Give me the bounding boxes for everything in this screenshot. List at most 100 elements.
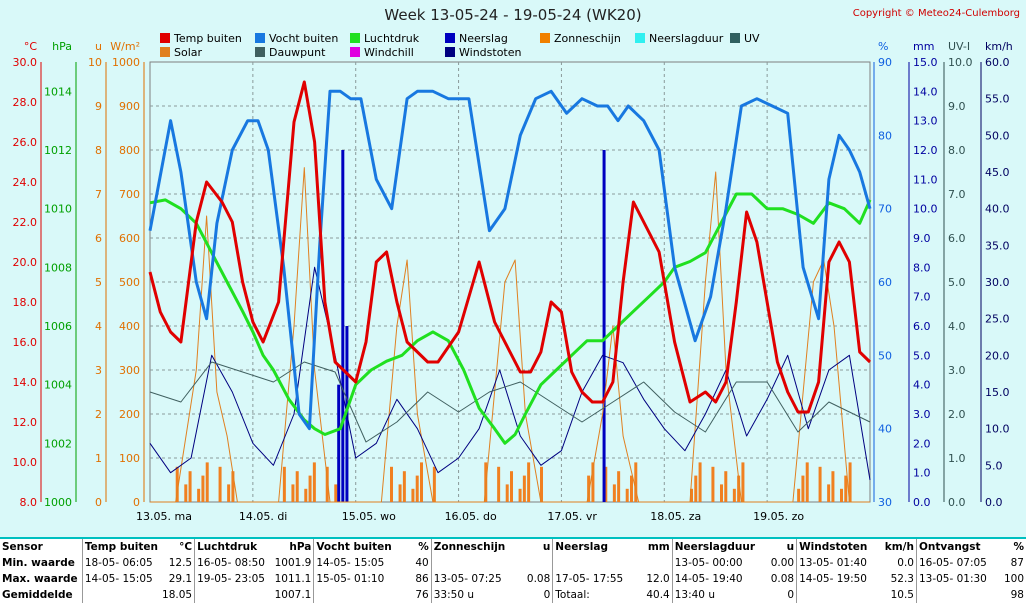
- axis-tick-left: 400: [119, 320, 140, 333]
- axis-tick-left: 1000: [112, 56, 140, 69]
- axis-tick-right: 0.0: [985, 496, 1003, 509]
- statistics-table: Sensor Temp buiten °C Luchtdruk hPa Voch…: [0, 539, 1026, 603]
- stats-cell: 0.08: [770, 573, 795, 585]
- axis-tick-left: 300: [119, 364, 140, 377]
- axis-tick-right: 30: [878, 496, 892, 509]
- sunshine-bar: [848, 462, 852, 502]
- sunshine-bar: [188, 471, 192, 502]
- stats-cell: [313, 587, 399, 603]
- axis-tick-right: 0.0: [913, 496, 931, 509]
- stats-cell: 18-05- 06:05: [81, 555, 161, 571]
- sunshine-bar: [510, 471, 513, 502]
- axis-tick-left: 200: [119, 408, 140, 421]
- stats-cell: 13-05- 01:40: [796, 555, 881, 571]
- axis-tick-left: 7: [95, 188, 102, 201]
- legend-label: Vocht buiten: [269, 32, 338, 45]
- axis-tick-right: 90: [878, 56, 892, 69]
- axis-tick-right: 40: [878, 423, 892, 436]
- chart-legend: Temp buiten Vocht buiten Luchtdruk Neerslag…: [160, 32, 760, 59]
- legend-label: Luchtdruk: [364, 32, 420, 45]
- axis-title-right: UV-I: [948, 40, 970, 53]
- axis-tick-right: 3.0: [913, 408, 931, 421]
- axis-tick-left: 12.0: [13, 416, 38, 429]
- axis-tick-left: 16.0: [13, 336, 38, 349]
- sunshine-bar: [312, 462, 316, 502]
- stats-unit-zon: u: [542, 541, 551, 553]
- sunshine-bar: [334, 484, 338, 502]
- axis-tick-left: 1012: [44, 144, 72, 157]
- sunshine-bar: [844, 475, 848, 502]
- stats-cell: [430, 555, 514, 571]
- axis-tick-left: 24.0: [13, 176, 38, 189]
- sunshine-bar: [625, 488, 629, 502]
- stats-unit-windstoten: km/h: [884, 541, 914, 553]
- axis-tick-left: 1008: [44, 261, 72, 274]
- stats-cell: 40.4: [646, 589, 670, 601]
- axis-tick-right: 20.0: [985, 349, 1010, 362]
- axis-tick-right: 2.0: [913, 437, 931, 450]
- axis-tick-right: 11.0: [913, 173, 938, 186]
- axis-tick-left: 900: [119, 100, 140, 113]
- axis-tick-right: 7.0: [913, 291, 931, 304]
- stats-cell: 15-05- 01:10: [313, 571, 399, 587]
- chart-grid: [150, 62, 870, 502]
- sunshine-bar: [227, 484, 231, 502]
- axis-tick-left: 0: [133, 496, 140, 509]
- stats-cell: 1001.9: [274, 557, 312, 569]
- legend-label: Neerslagduur: [649, 32, 724, 45]
- axis-title-left: W/m²: [110, 40, 140, 53]
- legend-label: Neerslag: [459, 32, 508, 45]
- axis-tick-left: 800: [119, 144, 140, 157]
- axis-tick-left: 9: [95, 100, 102, 113]
- sunshine-bar: [805, 462, 809, 502]
- axis-tick-left: 1014: [44, 85, 72, 98]
- axis-tick-left: 100: [119, 452, 140, 465]
- legend-swatch: [445, 47, 455, 57]
- axis-tick-left: 1004: [44, 379, 72, 392]
- axis-tick-right: 2.0: [948, 408, 966, 421]
- rain-bar: [337, 384, 341, 502]
- axis-title-left: u: [95, 40, 102, 53]
- legend-label: Dauwpunt: [269, 46, 326, 59]
- stats-cell: 14-05- 15:05: [81, 571, 161, 587]
- sunshine-bar: [831, 471, 835, 502]
- axis-tick-left: 8: [95, 144, 102, 157]
- stats-cell: 0.00: [770, 557, 795, 569]
- axis-tick-right: 60.0: [985, 56, 1010, 69]
- stats-cell: 13:40 u: [671, 587, 758, 603]
- stats-cell: 40: [415, 557, 429, 569]
- axis-tick-left: 600: [119, 232, 140, 245]
- axis-tick-right: 12.0: [913, 144, 938, 157]
- axis-tick-right: 5.0: [913, 349, 931, 362]
- axis-tick-right: 4.0: [913, 379, 931, 392]
- series-line-temp-buiten: [148, 80, 872, 414]
- stats-head-neerslagduur: Neerslagduur: [671, 539, 758, 555]
- stats-cell: 14-05- 19:40: [671, 571, 758, 587]
- legend-swatch: [730, 33, 740, 43]
- stats-unit-luchtdruk: hPa: [289, 541, 312, 553]
- sunshine-bar: [325, 466, 329, 502]
- x-axis-label: 16.05. do: [445, 510, 497, 523]
- x-axis-label: 15.05. wo: [342, 510, 396, 523]
- sunshine-bar: [720, 484, 723, 502]
- sunshine-bar: [402, 471, 406, 502]
- sunshine-bar: [827, 484, 831, 502]
- stats-cell: 12.0: [646, 573, 670, 585]
- axis-tick-left: 500: [119, 276, 140, 289]
- axis-tick-left: 3: [95, 364, 102, 377]
- axis-tick-right: 1.0: [948, 452, 966, 465]
- legend-label: Solar: [174, 46, 203, 59]
- sunshine-bar: [205, 462, 209, 502]
- sunshine-bar: [231, 471, 235, 502]
- axis-tick-right: 45.0: [985, 166, 1010, 179]
- x-axis-label: 19.05. zo: [753, 510, 804, 523]
- stats-cell: 16-05- 07:05: [915, 555, 999, 571]
- axis-tick-left: 1006: [44, 320, 72, 333]
- legend-swatch: [255, 47, 265, 57]
- copyright-text: Copyright © Meteo24-Culemborg: [853, 8, 1020, 19]
- stats-head-zon: Zonneschijn: [430, 539, 514, 555]
- legend-label: Windchill: [364, 46, 414, 59]
- axis-tick-right: 5.0: [985, 459, 1003, 472]
- stats-cell: [81, 587, 161, 603]
- sunshine-bar: [390, 466, 393, 502]
